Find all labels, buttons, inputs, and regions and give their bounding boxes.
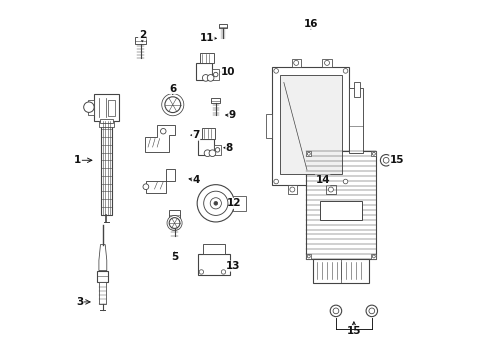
Circle shape (368, 308, 374, 314)
Circle shape (293, 60, 298, 66)
Circle shape (207, 75, 214, 81)
Bar (219, 24, 226, 28)
Bar (306, 151, 376, 259)
Text: 9: 9 (228, 111, 235, 121)
Circle shape (383, 157, 388, 163)
Bar (94, 94, 119, 121)
Circle shape (366, 305, 377, 317)
Text: 16: 16 (303, 19, 317, 29)
Circle shape (213, 72, 218, 77)
Bar (212, 69, 219, 80)
Circle shape (273, 68, 278, 73)
Bar (97, 271, 108, 282)
Bar (135, 37, 145, 44)
Bar (370, 254, 376, 259)
Circle shape (221, 270, 225, 274)
Bar (203, 244, 224, 254)
Text: 12: 12 (227, 198, 241, 208)
Bar (198, 254, 229, 275)
Bar (320, 201, 362, 220)
Bar (322, 59, 331, 67)
Text: 15: 15 (389, 155, 404, 165)
Bar (195, 63, 212, 80)
Bar (202, 128, 215, 139)
Circle shape (169, 218, 180, 228)
Bar (107, 100, 115, 116)
Bar (232, 196, 245, 211)
Circle shape (142, 184, 148, 190)
Bar (88, 100, 94, 114)
Text: 13: 13 (225, 261, 240, 271)
Text: 2: 2 (139, 30, 145, 40)
Bar (272, 67, 349, 185)
Circle shape (343, 179, 347, 184)
Bar (200, 53, 213, 63)
Circle shape (332, 308, 338, 314)
Circle shape (372, 152, 375, 155)
Bar (101, 121, 112, 215)
Text: 6: 6 (169, 84, 176, 94)
Circle shape (307, 255, 310, 258)
Polygon shape (99, 244, 106, 271)
Bar (325, 185, 335, 194)
Bar (291, 59, 300, 67)
Text: 5: 5 (171, 252, 178, 262)
Circle shape (329, 305, 341, 317)
Text: 14: 14 (315, 175, 329, 185)
Text: 7: 7 (192, 130, 200, 140)
Circle shape (214, 202, 217, 205)
Bar (197, 139, 214, 156)
Circle shape (204, 150, 210, 157)
Bar (169, 211, 180, 218)
Bar (349, 88, 363, 153)
Bar (370, 151, 376, 156)
Circle shape (324, 60, 329, 66)
Circle shape (160, 129, 166, 134)
Bar (99, 121, 114, 127)
Circle shape (199, 270, 203, 274)
Circle shape (203, 191, 227, 215)
Polygon shape (145, 169, 174, 193)
Bar (214, 145, 221, 156)
Circle shape (164, 97, 180, 113)
Text: 15: 15 (346, 325, 360, 336)
Bar (287, 185, 296, 194)
Bar (211, 98, 220, 103)
Text: 3: 3 (76, 297, 83, 307)
Circle shape (215, 148, 219, 152)
Circle shape (273, 179, 278, 184)
Text: 8: 8 (225, 143, 233, 153)
Text: 11: 11 (199, 33, 214, 43)
Circle shape (372, 255, 375, 258)
Bar (100, 119, 113, 123)
Text: 4: 4 (192, 175, 200, 185)
Circle shape (202, 75, 209, 81)
Circle shape (197, 185, 234, 222)
Circle shape (167, 216, 182, 230)
Text: 1: 1 (74, 155, 81, 165)
Circle shape (289, 187, 294, 192)
Bar (353, 82, 360, 96)
Bar (99, 282, 106, 304)
Bar (280, 75, 341, 174)
Circle shape (380, 154, 391, 166)
Bar (313, 259, 368, 283)
Bar (265, 114, 272, 138)
Circle shape (83, 102, 94, 112)
Circle shape (210, 198, 221, 209)
Circle shape (209, 150, 215, 157)
Polygon shape (144, 125, 175, 152)
Circle shape (343, 68, 347, 73)
Text: 10: 10 (220, 67, 235, 77)
Bar (306, 254, 311, 259)
Circle shape (162, 94, 183, 116)
Circle shape (307, 152, 310, 155)
Circle shape (328, 187, 333, 192)
Bar (306, 151, 311, 156)
